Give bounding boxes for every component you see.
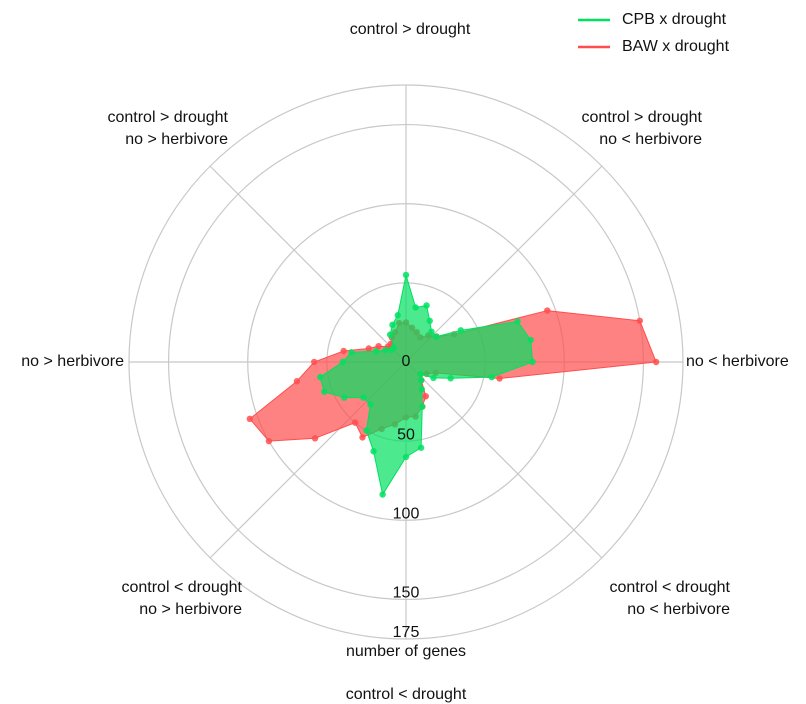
series-point (341, 394, 348, 401)
series-point (311, 435, 319, 442)
spoke (405, 361, 603, 559)
axis-label: no < herbivore (627, 601, 730, 618)
axis-label: no > herbivore (139, 601, 242, 618)
series-point (496, 375, 503, 382)
series-point (402, 453, 410, 461)
axis-label: no > herbivore (21, 353, 124, 370)
axis-label: control > drought (350, 21, 471, 38)
series-point (514, 318, 521, 325)
series-point (527, 336, 534, 344)
series-point (360, 394, 367, 401)
series-point (375, 342, 382, 350)
series-point (382, 346, 389, 354)
series-point (339, 358, 346, 366)
series-point (379, 491, 386, 498)
series-point (386, 331, 394, 338)
r-tick-label: 0 (402, 353, 411, 370)
series-point (636, 317, 644, 324)
axis-label: no > herbivore (125, 131, 228, 148)
series-point (394, 312, 401, 319)
spoke (209, 165, 407, 363)
series-point (373, 347, 380, 355)
legend-label: CPB x drought (622, 11, 727, 28)
series-point (367, 401, 374, 408)
r-tick-label: 175 (393, 624, 420, 641)
series-point (433, 333, 440, 340)
axis-label: control > drought (581, 109, 702, 126)
series-point (422, 393, 429, 400)
series-point (457, 327, 465, 334)
series-point (359, 434, 366, 441)
spoke (405, 165, 603, 363)
series-point (430, 374, 437, 382)
axis-label: no < herbivore (599, 131, 702, 148)
series-point (418, 386, 426, 393)
r-tick-label: 100 (393, 506, 420, 523)
legend-label: BAW x drought (622, 38, 730, 55)
series-point (423, 302, 430, 309)
series-point (544, 307, 551, 314)
series-point (351, 419, 359, 426)
axis-label: control < drought (121, 579, 242, 596)
r-tick-label: 50 (397, 426, 415, 443)
series-point (426, 317, 433, 325)
series-point (246, 415, 254, 423)
series-point (418, 376, 425, 384)
series-point (348, 349, 355, 356)
series-point (488, 373, 495, 381)
axis-label: control > drought (107, 109, 228, 126)
series-point (293, 378, 301, 385)
series-point (370, 448, 377, 455)
series-point (417, 444, 425, 451)
series-point (402, 271, 410, 279)
series-point (317, 373, 324, 381)
radial-axis-label: number of genes (346, 643, 466, 660)
r-tick-label: 150 (393, 585, 420, 602)
axis-label: no < herbivore (686, 353, 789, 370)
series-point (447, 375, 454, 382)
series-point (390, 344, 397, 351)
series-point (529, 358, 536, 366)
series-point (389, 321, 396, 329)
series-point (363, 427, 370, 434)
series-point (310, 358, 318, 366)
series-point (652, 358, 660, 366)
axis-label: control < drought (346, 686, 467, 703)
series-point (365, 345, 373, 352)
series-point (419, 403, 426, 410)
axis-label: control < drought (609, 579, 730, 596)
series-point (340, 347, 347, 355)
series-point (412, 304, 419, 311)
series-point (320, 388, 328, 395)
series-point (428, 328, 435, 335)
series-point (265, 437, 273, 445)
series-point (417, 371, 424, 378)
